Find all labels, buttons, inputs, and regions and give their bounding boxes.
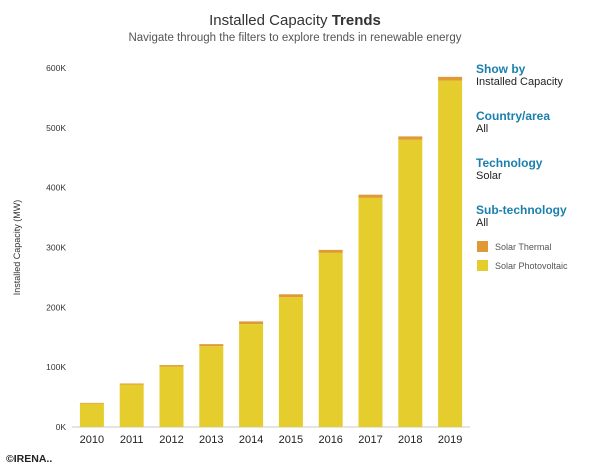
bar-solar-photovoltaic: [199, 346, 224, 427]
filter-show-by-label: Show by: [476, 62, 526, 76]
y-axis-title: Installed Capacity (MW): [12, 200, 22, 296]
legend-label-solar-thermal: Solar Thermal: [495, 241, 552, 252]
filter-show-by[interactable]: Show by Installed Capacity: [476, 62, 586, 89]
filter-sub-technology[interactable]: Sub-technology All: [476, 203, 586, 230]
y-tick-label: 600K: [46, 63, 66, 73]
y-tick-label: 200K: [46, 302, 66, 312]
chart-title: Installed Capacity Trends: [0, 12, 590, 29]
filter-technology-value[interactable]: Solar: [476, 170, 502, 182]
bar-solar-thermal: [398, 136, 423, 140]
bar-solar-photovoltaic: [79, 403, 104, 427]
y-tick-label: 300K: [46, 243, 66, 253]
x-tick-label: 2012: [159, 434, 183, 446]
bar-solar-photovoltaic: [398, 139, 423, 428]
x-tick-label: 2019: [438, 434, 462, 446]
chart-title-regular: Installed Capacity: [209, 12, 328, 29]
legend-swatch-solar-photovoltaic: [477, 260, 488, 271]
bar-solar-photovoltaic: [318, 252, 343, 427]
chart-title-bold: Trends: [331, 12, 381, 29]
bar-solar-thermal: [239, 321, 264, 325]
bar-solar-thermal: [278, 294, 303, 298]
bar-solar-photovoltaic: [358, 197, 383, 427]
x-tick-label: 2014: [239, 434, 263, 446]
filter-show-by-value[interactable]: Installed Capacity: [476, 76, 563, 88]
legend-item-solar-thermal[interactable]: Solar Thermal: [477, 238, 568, 255]
x-tick-label: 2015: [279, 434, 303, 446]
bar-solar-thermal: [438, 76, 463, 81]
bar-solar-thermal: [318, 249, 343, 253]
chart-subtitle: Navigate through the filters to explore …: [128, 32, 462, 44]
y-tick-label: 100K: [46, 362, 66, 372]
x-tick-label: 2016: [318, 434, 342, 446]
copyright-text: ©IRENA..: [6, 453, 53, 465]
filter-technology[interactable]: Technology Solar: [476, 156, 586, 183]
bar-solar-photovoltaic: [239, 324, 264, 427]
x-tick-label: 2017: [358, 434, 382, 446]
filter-technology-label: Technology: [476, 156, 543, 170]
bar-solar-thermal: [358, 194, 383, 198]
filter-sub-technology-label: Sub-technology: [476, 203, 567, 217]
x-tick-label: 2018: [398, 434, 422, 446]
filter-country-area-label: Country/area: [476, 109, 551, 123]
filter-sub-technology-value[interactable]: All: [476, 217, 489, 229]
legend-swatch-solar-thermal: [477, 241, 488, 252]
bar-solar-thermal: [79, 402, 104, 404]
filters-panel: Show by Installed Capacity Country/area …: [476, 62, 586, 250]
chart-legend: Solar Thermal Solar Photovoltaic: [477, 238, 568, 276]
y-tick-label: 400K: [46, 183, 66, 193]
x-tick-label: 2013: [199, 434, 223, 446]
filter-country-area-value[interactable]: All: [476, 123, 489, 135]
bar-solar-thermal: [199, 344, 224, 347]
bar-solar-photovoltaic: [119, 384, 144, 427]
bar-solar-thermal: [119, 383, 144, 385]
y-tick-label: 0K: [56, 422, 67, 432]
filter-country-area[interactable]: Country/area All: [476, 109, 586, 136]
bar-solar-thermal: [159, 365, 184, 367]
bar-solar-photovoltaic: [438, 80, 463, 427]
y-tick-label: 500K: [46, 123, 66, 133]
bar-solar-photovoltaic: [159, 366, 184, 427]
bar-solar-photovoltaic: [278, 297, 303, 427]
x-tick-label: 2011: [120, 434, 144, 446]
legend-item-solar-photovoltaic[interactable]: Solar Photovoltaic: [477, 257, 568, 274]
x-tick-label: 2010: [80, 434, 104, 446]
legend-label-solar-photovoltaic: Solar Photovoltaic: [495, 260, 568, 271]
